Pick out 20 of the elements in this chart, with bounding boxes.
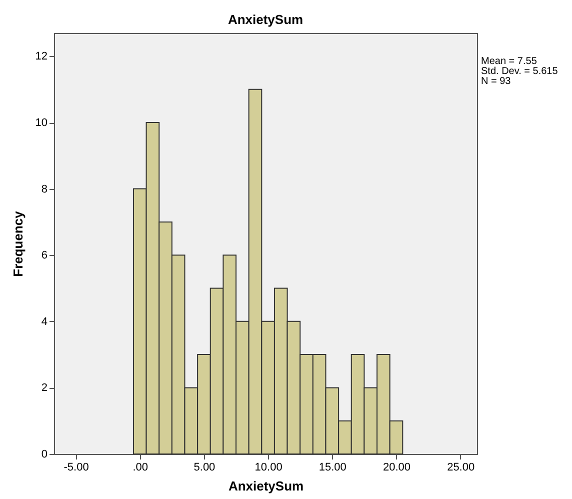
chart-title: AnxietySum (228, 12, 304, 27)
x-axis-title: AnxietySum (228, 478, 304, 494)
x-tick-label: 15.00 (318, 462, 346, 474)
y-tick-label: 6 (41, 250, 48, 262)
x-tick-label: .00 (132, 462, 148, 474)
x-tick-label: 20.00 (382, 462, 411, 474)
y-tick-label: 4 (41, 316, 48, 328)
text: N = 93 (481, 76, 512, 87)
x-tick-label: 25.00 (447, 462, 475, 474)
y-tick-label: 8 (41, 183, 48, 196)
text: Std. Dev. = 5.615 (481, 66, 558, 77)
text: Mean = 7.55 (481, 56, 538, 67)
x-tick-label: 10.00 (254, 462, 282, 474)
x-tick-label: -5.00 (64, 462, 89, 474)
y-tick-label: 10 (35, 117, 48, 130)
y-tick-label: 2 (41, 382, 48, 394)
y-axis-title: Frequency (10, 210, 26, 277)
y-tick-label: 0 (41, 448, 48, 460)
x-tick-label: 5.00 (194, 462, 216, 474)
y-tick-label: 12 (35, 50, 48, 63)
